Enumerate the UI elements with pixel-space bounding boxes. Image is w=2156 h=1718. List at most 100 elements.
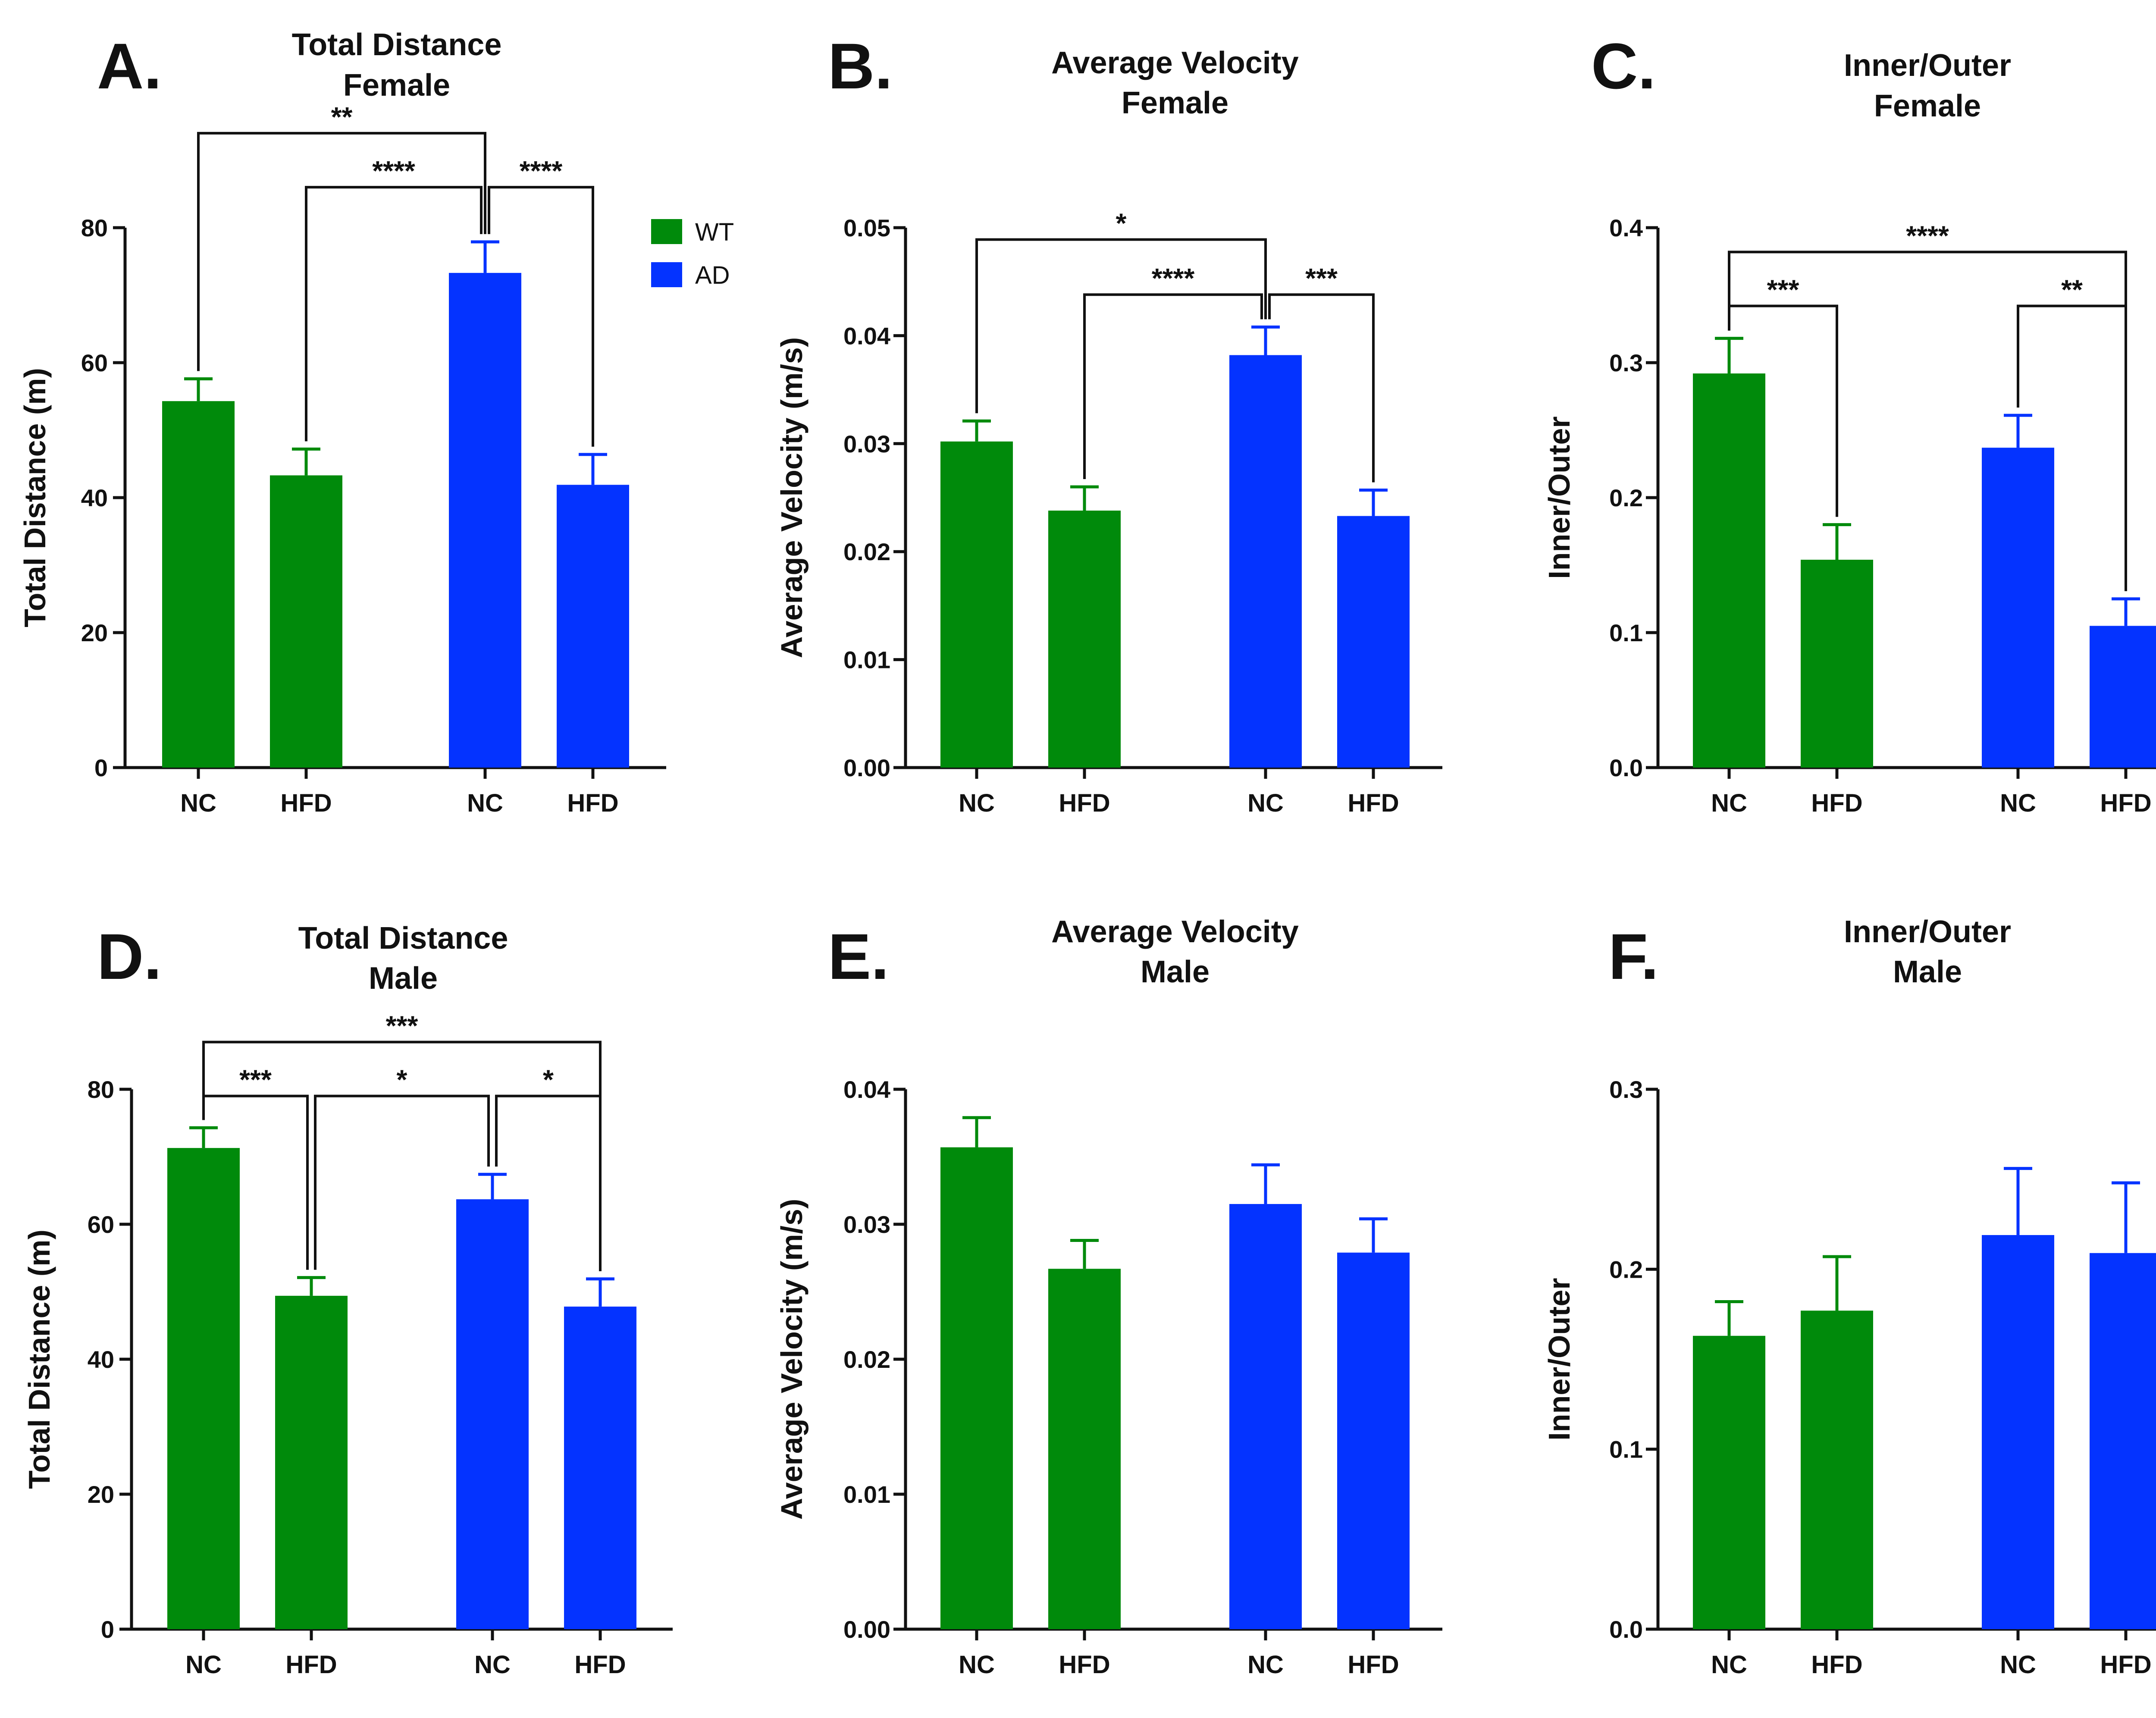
panel-b-category-label: NC <box>959 789 995 817</box>
panel-d-bar <box>275 1295 348 1629</box>
panel-a-significance-bracket <box>197 132 486 371</box>
panel-b-y-tick-label: 0.03 <box>843 430 890 458</box>
panel-d-y-tick-label: 80 <box>88 1076 114 1103</box>
legend-label-ad: AD <box>695 261 730 289</box>
panel-b-category-label: HFD <box>1059 789 1110 817</box>
panel-d-significance-label: *** <box>386 1010 418 1041</box>
panel-e-category-label: NC <box>1247 1651 1284 1679</box>
panel-a-category-label: NC <box>467 789 503 817</box>
panel-a-y-tick-label: 80 <box>81 214 108 241</box>
panel-a-category-label: HFD <box>567 789 618 817</box>
panel-a-y-tick-label: 40 <box>81 484 108 511</box>
panel-d-title-line1: Total Distance <box>298 921 508 956</box>
panel-f-bar <box>2090 1253 2156 1629</box>
panel-a-significance-bracket <box>305 186 483 442</box>
panel-f-y-axis-label: Inner/Outer <box>1542 1278 1576 1440</box>
panel-d-significance-label: *** <box>239 1064 272 1095</box>
panel-e-bar <box>1337 1252 1410 1629</box>
panel-a-y-tick-label: 60 <box>81 349 108 376</box>
panel-e-category-label: NC <box>959 1651 995 1679</box>
panel-b-bar <box>940 441 1013 768</box>
panel-f-letter: F. <box>1608 920 1659 993</box>
panel-f-category-label: HFD <box>1811 1651 1862 1679</box>
panel-f-category-label: HFD <box>2100 1651 2151 1679</box>
panel-c: C. Inner/Outer Female Inner/Outer 0.0 0.1 0… <box>1542 30 2156 817</box>
panel-b-category-label: HFD <box>1348 789 1399 817</box>
panel-c-bar <box>1982 448 2054 768</box>
panel-c-y-tick-label: 0.2 <box>1609 484 1643 511</box>
panel-a-y-axis-label: Total Distance (m) <box>18 368 52 627</box>
panel-e-title-line2: Male <box>1141 955 1210 989</box>
panel-a-significance-label: ** <box>331 101 353 132</box>
panel-b-significance-bracket <box>1083 293 1263 479</box>
panel-c-significance-label: ** <box>2061 274 2083 305</box>
panel-c-category-label: HFD <box>2100 789 2151 817</box>
panel-f-title-line2: Male <box>1893 955 1962 989</box>
panel-a-bar <box>449 273 521 768</box>
panel-b-y-tick-label: 0.04 <box>843 322 890 349</box>
panel-c-category-label: NC <box>1711 789 1747 817</box>
panel-c-y-tick-label: 0.4 <box>1609 214 1643 241</box>
panel-a-significance-label: **** <box>372 155 415 186</box>
panel-d-category-label: NC <box>185 1651 222 1679</box>
panel-b-significance-label: * <box>1116 208 1127 239</box>
panel-d-bar <box>167 1148 240 1629</box>
panel-e-y-tick-label: 0.02 <box>843 1346 890 1373</box>
panel-b-y-tick-label: 0.05 <box>843 214 890 241</box>
panel-d-significance-bracket <box>495 1094 602 1271</box>
panel-b: B. Average Velocity Female Average Veloc… <box>775 30 1442 817</box>
panel-e-letter: E. <box>828 920 889 993</box>
panel-b-y-axis-label: Average Velocity (m/s) <box>775 337 808 658</box>
panel-b-significance-bracket <box>1268 293 1375 483</box>
panel-d-y-axis-label: Total Distance (m) <box>22 1229 56 1489</box>
panel-b-significance-label: **** <box>1152 263 1195 294</box>
panel-a-y-tick-label: 20 <box>81 619 108 646</box>
panel-b-y-tick-label: 0.02 <box>843 538 890 565</box>
panel-d-significance-label: * <box>543 1064 554 1095</box>
panel-c-category-label: NC <box>2000 789 2036 817</box>
panel-a-title-line1: Total Distance <box>292 28 502 62</box>
panel-b-y-tick-label: 0.01 <box>843 646 890 674</box>
panel-c-y-axis-label: Inner/Outer <box>1542 416 1576 579</box>
panel-f-bar <box>1693 1336 1765 1629</box>
panel-c-title-line1: Inner/Outer <box>1844 48 2011 83</box>
panel-f-category-label: NC <box>1711 1651 1747 1679</box>
panel-d-y-tick-label: 0 <box>101 1616 114 1643</box>
legend-label-wt: WT <box>695 218 734 246</box>
panel-b-bar <box>1337 516 1410 768</box>
panel-c-title-line2: Female <box>1874 89 1981 123</box>
panel-e-y-tick-label: 0.03 <box>843 1211 890 1238</box>
panel-c-letter: C. <box>1591 30 1656 102</box>
panel-d-significance-bracket <box>202 1094 309 1270</box>
panel-d-significance-label: * <box>397 1064 407 1095</box>
panel-f-y-tick-label: 0.3 <box>1609 1076 1643 1103</box>
panel-e-y-tick-label: 0.00 <box>843 1616 890 1643</box>
panel-f-category-label: NC <box>2000 1651 2036 1679</box>
panel-a-bar <box>557 485 629 768</box>
panel-d-bar <box>456 1199 529 1629</box>
panel-a-bar <box>162 401 235 768</box>
panel-e-y-tick-label: 0.01 <box>843 1481 890 1508</box>
panel-c-y-tick-label: 0.3 <box>1609 349 1643 376</box>
panel-c-significance-label: **** <box>1906 220 1949 251</box>
panel-c-bar <box>2090 626 2156 768</box>
panel-f-bar <box>1801 1310 1873 1629</box>
panel-f-y-tick-label: 0.1 <box>1609 1436 1643 1463</box>
panel-c-significance-bracket <box>1728 304 1838 517</box>
panel-a-y-tick-label: 0 <box>94 754 108 781</box>
panel-e-bar <box>940 1147 1013 1629</box>
panel-d-significance-bracket <box>314 1094 490 1270</box>
panel-d-category-label: HFD <box>285 1651 337 1679</box>
panel-e: E. Average Velocity Male Average Velocit… <box>775 915 1442 1679</box>
panel-c-y-tick-label: 0.1 <box>1609 619 1643 646</box>
panel-b-title-line2: Female <box>1122 86 1228 120</box>
panel-a-bar <box>270 475 342 768</box>
panel-a-title-line2: Female <box>343 68 450 103</box>
panel-a-significance-label: **** <box>520 155 563 186</box>
panel-e-y-tick-label: 0.04 <box>843 1076 890 1103</box>
panel-b-bar <box>1229 355 1302 768</box>
panel-f-y-tick-label: 0.0 <box>1609 1616 1643 1643</box>
panel-f: F. Inner/Outer Male Inner/Outer 0.0 0.1 0.2… <box>1542 915 2156 1679</box>
panel-e-title-line1: Average Velocity <box>1051 915 1299 949</box>
panel-a-category-label: HFD <box>280 789 332 817</box>
